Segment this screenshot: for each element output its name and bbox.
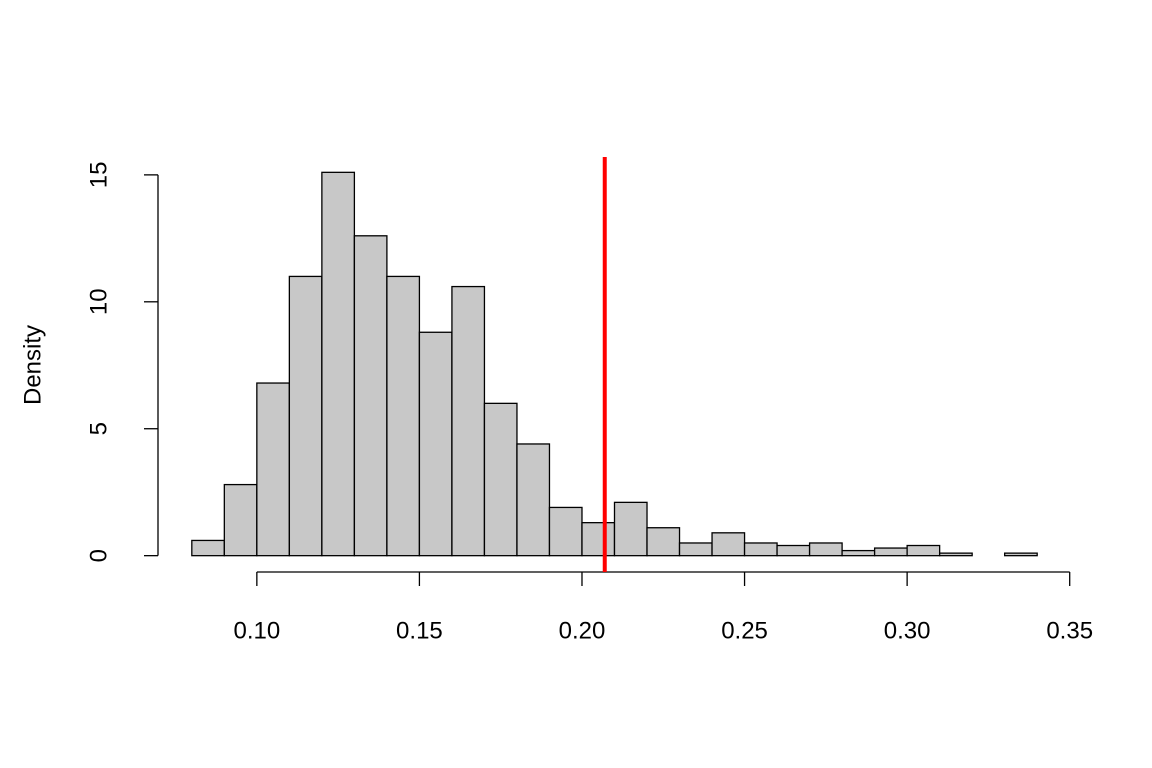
bar — [517, 444, 550, 556]
bar — [289, 276, 322, 555]
bar — [940, 553, 973, 556]
bar — [224, 485, 257, 556]
y-tick-label: 5 — [85, 422, 112, 435]
y-tick-label: 0 — [85, 549, 112, 562]
x-tick-label: 0.10 — [233, 617, 280, 644]
bar — [615, 502, 648, 555]
bar — [647, 528, 680, 556]
x-tick-label: 0.30 — [884, 617, 931, 644]
bar — [387, 276, 420, 555]
bar — [484, 403, 517, 555]
bar — [810, 543, 843, 556]
chart: Density 0 5 10 15 0.10 0.15 0.20 0.25 0.30 0.35 — [0, 0, 1152, 768]
bar — [680, 543, 713, 556]
y-tick-label: 15 — [85, 162, 112, 189]
bar — [777, 546, 810, 556]
bar — [712, 533, 745, 556]
bar — [257, 383, 290, 556]
bar — [322, 172, 355, 555]
y-axis-label: Density — [19, 325, 46, 405]
bar — [745, 543, 778, 556]
x-tick-label: 0.35 — [1046, 617, 1093, 644]
bar — [452, 287, 485, 556]
y-tick-label: 10 — [85, 288, 112, 315]
x-tick-label: 0.25 — [721, 617, 768, 644]
bar — [1005, 553, 1038, 556]
bar — [582, 523, 615, 556]
x-tick-label: 0.20 — [559, 617, 606, 644]
bar — [419, 332, 452, 555]
bar — [549, 507, 582, 555]
bar — [907, 546, 940, 556]
bar — [192, 540, 225, 555]
x-tick-label: 0.15 — [396, 617, 443, 644]
bar — [875, 548, 908, 556]
bar — [354, 236, 387, 556]
bar — [842, 551, 875, 556]
